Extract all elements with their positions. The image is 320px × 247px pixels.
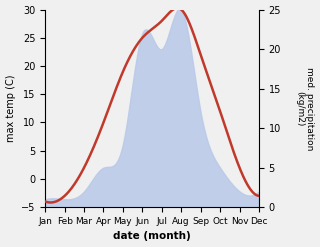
X-axis label: date (month): date (month) bbox=[113, 231, 191, 242]
Y-axis label: med. precipitation
(kg/m2): med. precipitation (kg/m2) bbox=[295, 67, 315, 150]
Y-axis label: max temp (C): max temp (C) bbox=[5, 75, 16, 142]
